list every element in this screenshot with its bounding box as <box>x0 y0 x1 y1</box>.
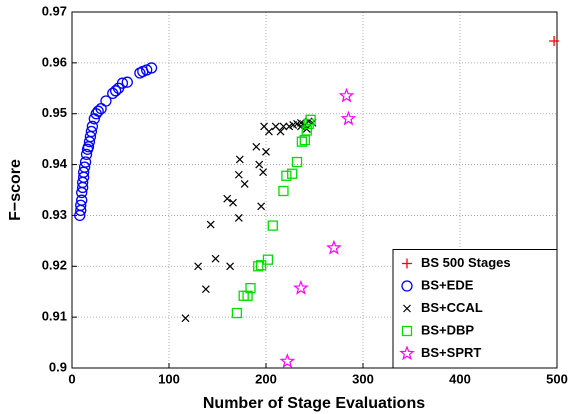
point <box>206 220 215 229</box>
point <box>338 87 355 103</box>
legend-marker <box>401 280 413 292</box>
point <box>291 156 303 168</box>
point <box>181 314 190 323</box>
point <box>259 168 268 177</box>
point <box>279 353 296 369</box>
point <box>255 160 264 169</box>
point <box>201 285 210 294</box>
y-tick-label: 0.96 <box>42 54 67 69</box>
point <box>80 148 93 161</box>
point <box>253 261 264 272</box>
point <box>100 95 112 107</box>
legend-marker <box>403 304 411 313</box>
point <box>262 254 274 265</box>
y-axis-label: F−score <box>7 159 24 221</box>
point <box>245 283 256 294</box>
y-tick-label: 0.93 <box>42 207 67 222</box>
point <box>240 179 249 188</box>
point <box>326 239 342 255</box>
point <box>226 262 235 271</box>
point <box>255 260 267 271</box>
point <box>223 194 232 203</box>
point <box>252 142 261 151</box>
point <box>75 199 87 211</box>
point <box>340 110 357 126</box>
point <box>264 127 273 136</box>
point <box>296 118 305 127</box>
point <box>121 76 133 88</box>
legend-label: BS+EDE <box>421 277 474 292</box>
y-tick-label: 0.9 <box>49 359 67 374</box>
point <box>194 262 203 271</box>
point <box>86 120 99 133</box>
point <box>242 290 253 301</box>
legend-marker <box>399 345 415 361</box>
point <box>293 279 309 295</box>
legend-marker <box>402 258 412 269</box>
legend-label: BS+DBP <box>421 322 474 337</box>
plot-frame <box>71 11 558 369</box>
point <box>296 122 305 131</box>
point <box>305 114 316 125</box>
y-tick-label: 0.97 <box>42 3 67 18</box>
point <box>267 220 278 231</box>
point <box>234 214 243 222</box>
point <box>76 194 88 206</box>
point <box>229 198 237 207</box>
x-tick-label: 400 <box>449 371 471 386</box>
point <box>145 62 158 74</box>
point <box>257 202 266 211</box>
y-tick-label: 0.94 <box>42 156 68 171</box>
point <box>79 156 92 168</box>
legend-label: BS 500 Stages <box>421 255 511 270</box>
y-tick-label: 0.91 <box>42 309 67 324</box>
point <box>549 35 560 46</box>
legend-box <box>392 249 558 369</box>
legend-marker <box>401 325 413 337</box>
point <box>211 254 220 263</box>
point <box>301 125 312 136</box>
x-tick-label: 0 <box>68 371 75 386</box>
legend-label: BS+SPRT <box>421 345 481 360</box>
point <box>278 185 289 197</box>
point <box>262 147 270 156</box>
point <box>299 135 310 146</box>
point <box>234 170 243 179</box>
x-tick-label: 500 <box>546 371 568 386</box>
x-tick-label: 200 <box>255 371 277 386</box>
x-tick-label: 100 <box>158 371 180 386</box>
point <box>235 155 244 164</box>
point <box>110 85 122 97</box>
point <box>78 161 91 173</box>
point <box>141 64 153 76</box>
point <box>92 105 104 117</box>
x-tick-label: 300 <box>352 371 374 386</box>
point <box>296 136 308 147</box>
point <box>85 125 98 138</box>
point <box>231 307 243 319</box>
point <box>287 168 298 179</box>
legend-label: BS+CCAL <box>421 300 483 315</box>
point <box>276 127 285 136</box>
y-tick-label: 0.95 <box>42 105 67 120</box>
point <box>116 77 129 89</box>
x-axis-label: Number of Stage Evaluations <box>203 395 425 412</box>
y-tick-label: 0.92 <box>42 258 67 273</box>
point <box>281 170 292 181</box>
point <box>279 122 288 131</box>
